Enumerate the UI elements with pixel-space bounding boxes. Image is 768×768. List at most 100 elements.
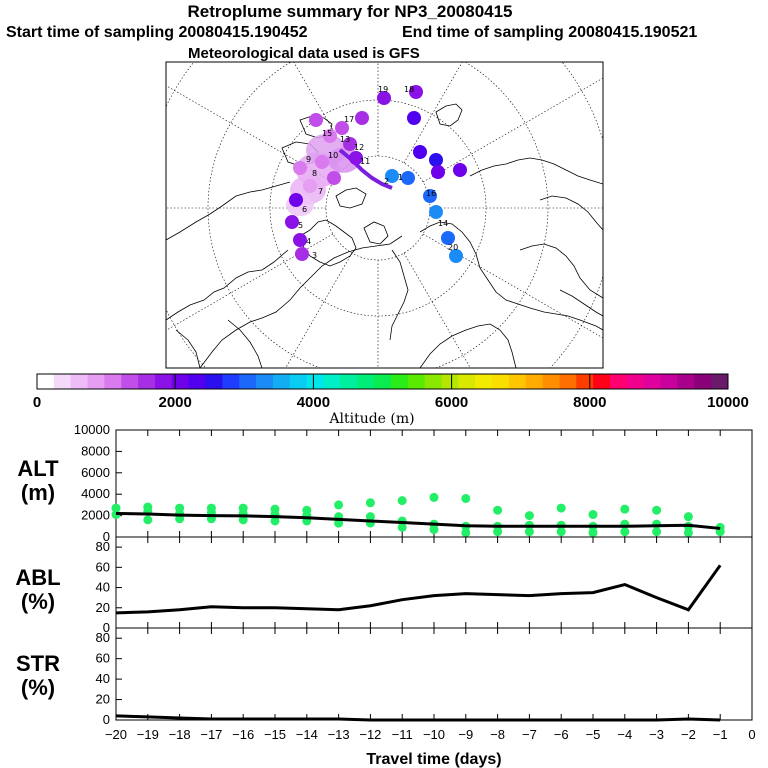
colorbar-swatch <box>492 374 510 389</box>
colorbar-tick-label: 8000 <box>573 394 606 411</box>
plume-cluster-marker <box>303 179 317 193</box>
alt-scatter-point <box>111 503 121 513</box>
colorbar-swatch <box>660 374 678 389</box>
chart-title: Retroplume summary for NP3_20080415 <box>187 2 513 21</box>
colorbar-swatch <box>256 374 274 389</box>
alt-scatter-point <box>524 511 534 521</box>
x-tick-label: −9 <box>458 727 473 742</box>
plume-cluster-marker <box>429 153 443 167</box>
alt-scatter-point <box>238 515 248 525</box>
x-tick-label: −17 <box>200 727 222 742</box>
colorbar-axis-label: Altitude (m) <box>328 411 414 427</box>
colorbar-swatch <box>475 374 493 389</box>
alt-scatter-point <box>429 492 439 502</box>
plume-cluster-marker <box>441 231 455 245</box>
colorbar-swatch <box>222 374 240 389</box>
x-tick-label: −7 <box>522 727 537 742</box>
coastline <box>199 235 403 368</box>
plume-day-number: 14 <box>438 219 448 228</box>
plume-cluster-marker <box>309 113 323 127</box>
coastline <box>166 249 289 321</box>
colorbar-swatch <box>559 374 577 389</box>
alt-scatter-point <box>588 510 598 520</box>
plume-cluster-marker <box>449 249 463 263</box>
x-tick-label: −13 <box>328 727 350 742</box>
plume-cluster-marker <box>315 155 329 169</box>
latitude-circle <box>207 62 549 368</box>
x-tick-label: −20 <box>105 727 127 742</box>
colorbar-swatch <box>239 374 257 389</box>
colorbar-swatch <box>643 374 662 389</box>
colorbar-swatch <box>441 374 459 389</box>
y-tick-label: 80 <box>96 630 110 645</box>
plume-cluster-marker <box>327 171 341 185</box>
plume-cluster-marker <box>335 121 349 135</box>
coastline <box>435 103 463 127</box>
coastline <box>519 243 603 299</box>
y-tick-label: 2000 <box>81 508 110 523</box>
y-tick-label: 20 <box>96 600 110 615</box>
colorbar-swatch <box>37 374 55 389</box>
y-tick-label: 0 <box>103 529 110 544</box>
panel-y-label: ABL <box>15 565 60 590</box>
colorbar-swatch <box>711 374 729 389</box>
colorbar-tick-label: 4000 <box>297 394 330 411</box>
plume-day-number: 16 <box>426 189 436 198</box>
plume-cluster-marker <box>431 165 445 179</box>
plume-cluster-marker <box>295 247 309 261</box>
coastline <box>175 329 201 368</box>
colorbar-swatch <box>340 374 358 389</box>
plume-day-number: 20 <box>448 243 458 252</box>
coastline <box>389 249 409 341</box>
plume-cluster-marker <box>377 91 391 105</box>
coastline <box>335 187 367 209</box>
y-tick-label: 60 <box>96 559 110 574</box>
panel-frame <box>115 627 753 721</box>
panel-y-label: ALT <box>17 456 59 481</box>
colorbar-swatch <box>306 374 325 389</box>
plume-day-number: 18 <box>404 85 414 94</box>
plume-markers: 19 18 17 15 13 12 11 10 987 6 543 2 1 16 14 20 <box>285 85 467 263</box>
y-tick-label: 4000 <box>81 486 110 501</box>
met-data-label: Meteorological data used is GFS <box>188 45 420 62</box>
coastlines <box>166 103 603 368</box>
x-tick-label: 0 <box>748 727 755 742</box>
colorbar-swatch <box>357 374 375 389</box>
end-time: End time of sampling 20080415.190521 <box>402 24 698 41</box>
y-tick-label: 40 <box>96 671 110 686</box>
alt-scatter-point <box>524 527 534 537</box>
x-tick-label: −15 <box>264 727 286 742</box>
plume-cluster-marker <box>429 205 443 219</box>
panel-y-label: (%) <box>21 589 55 614</box>
colorbar: 0 2000 4000 6000 8000 10000 Altitude (m) <box>33 373 749 427</box>
plume-cluster-marker <box>285 215 299 229</box>
panel-y-label: STR <box>16 651 60 676</box>
colorbar-tick-label: 2000 <box>159 394 192 411</box>
colorbar-tick-label: 10000 <box>707 394 749 411</box>
coastline <box>559 289 603 317</box>
colorbar-swatch <box>407 374 426 389</box>
coastline <box>419 323 517 368</box>
plume-day-number: 6 <box>302 205 307 214</box>
plume-cluster-marker <box>343 137 357 151</box>
alt-scatter-point <box>143 515 153 525</box>
colorbar-swatch <box>289 374 308 389</box>
start-time: Start time of sampling 20080415.190452 <box>6 24 308 41</box>
plume-cluster-marker <box>409 85 423 99</box>
plume-cluster-marker <box>323 129 337 143</box>
plume-cluster-marker <box>293 233 307 247</box>
alt-scatter-point <box>620 527 630 537</box>
x-tick-label: −16 <box>232 727 254 742</box>
x-tick-label: −10 <box>423 727 445 742</box>
colorbar-swatch <box>53 374 72 389</box>
x-tick-label: −6 <box>554 727 569 742</box>
colorbar-swatch <box>188 374 207 389</box>
alt-scatter-point <box>652 505 662 515</box>
plume-cluster-marker <box>453 163 467 177</box>
colorbar-swatch <box>323 374 341 389</box>
colorbar-swatch <box>576 374 594 389</box>
x-tick-label: −2 <box>681 727 696 742</box>
coastline <box>469 157 603 185</box>
plume-day-number: 19 <box>378 85 388 94</box>
x-axis-label: Travel time (days) <box>366 751 501 768</box>
